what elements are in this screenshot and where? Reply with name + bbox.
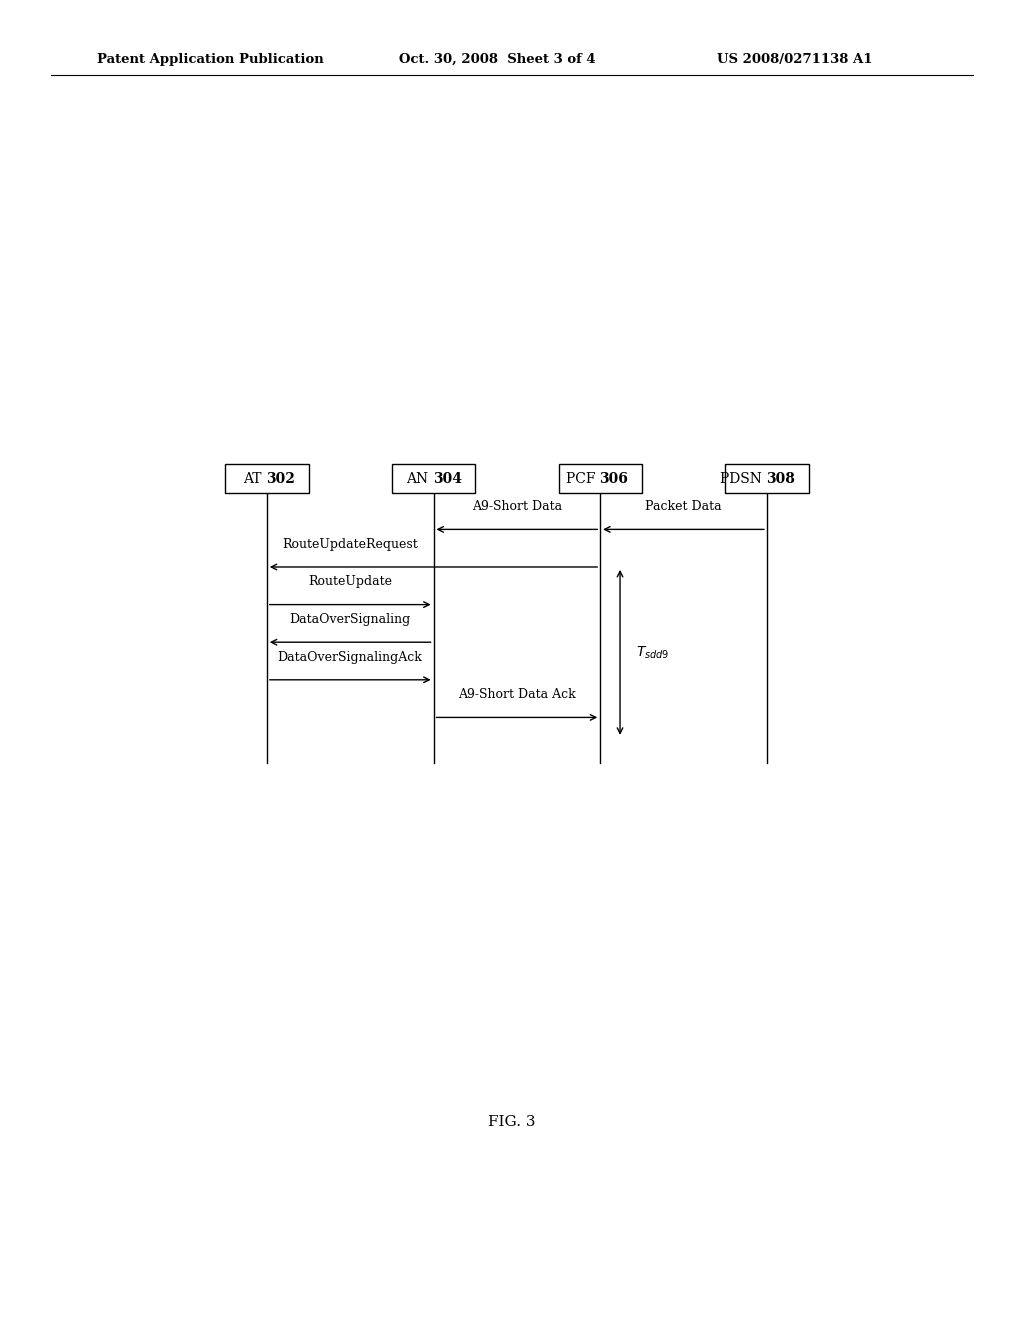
Text: US 2008/0271138 A1: US 2008/0271138 A1	[717, 53, 872, 66]
Text: PDSN: PDSN	[720, 471, 766, 486]
FancyBboxPatch shape	[392, 465, 475, 492]
Text: 304: 304	[433, 471, 462, 486]
Text: $T_{sdd9}$: $T_{sdd9}$	[636, 644, 670, 660]
Text: 302: 302	[266, 471, 295, 486]
Text: AN: AN	[407, 471, 433, 486]
Text: A9-Short Data: A9-Short Data	[472, 500, 562, 513]
Text: FIG. 3: FIG. 3	[488, 1114, 536, 1129]
FancyBboxPatch shape	[225, 465, 308, 492]
FancyBboxPatch shape	[558, 465, 642, 492]
Text: Oct. 30, 2008  Sheet 3 of 4: Oct. 30, 2008 Sheet 3 of 4	[399, 53, 596, 66]
Text: 308: 308	[766, 471, 795, 486]
Text: AT 302: AT 302	[243, 471, 292, 486]
Text: DataOverSignalingAck: DataOverSignalingAck	[278, 651, 423, 664]
FancyBboxPatch shape	[725, 465, 809, 492]
Text: AN 304: AN 304	[408, 471, 460, 486]
Text: RouteUpdate: RouteUpdate	[308, 576, 392, 589]
Text: DataOverSignaling: DataOverSignaling	[290, 612, 411, 626]
Text: PCF: PCF	[565, 471, 599, 486]
Text: 306: 306	[599, 471, 629, 486]
Text: A9-Short Data Ack: A9-Short Data Ack	[458, 688, 575, 701]
Text: RouteUpdateRequest: RouteUpdateRequest	[283, 537, 418, 550]
Text: PDSN 308: PDSN 308	[730, 471, 803, 486]
Text: AT: AT	[244, 471, 266, 486]
Text: Patent Application Publication: Patent Application Publication	[97, 53, 324, 66]
Text: Packet Data: Packet Data	[645, 500, 722, 513]
Text: PCF 306: PCF 306	[570, 471, 630, 486]
